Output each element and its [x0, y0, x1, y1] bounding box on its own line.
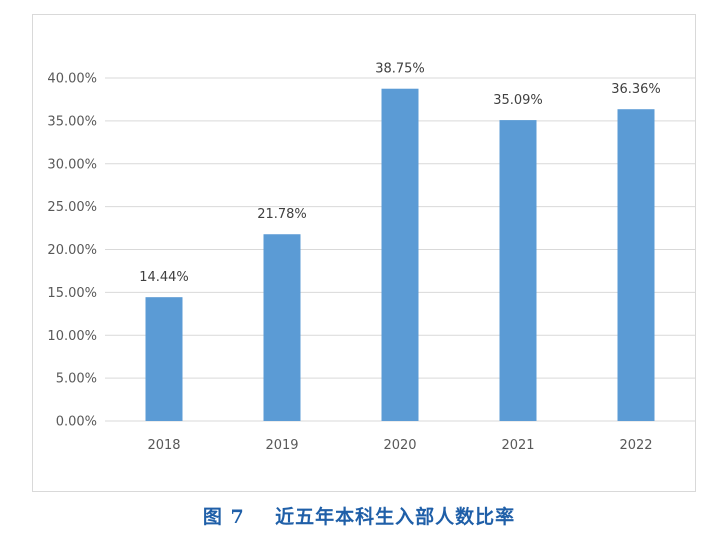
data-label-2019: 21.78% — [257, 207, 307, 222]
bar-2019 — [263, 234, 301, 421]
y-tick-label: 20.00% — [47, 243, 97, 258]
x-tick-label-2022: 2022 — [619, 438, 652, 453]
y-tick-label: 0.00% — [56, 415, 97, 430]
bar-2022 — [617, 109, 655, 421]
data-label-2021: 35.09% — [493, 93, 543, 108]
y-tick-label: 10.00% — [47, 329, 97, 344]
chart-frame: 0.00% 5.00% 10.00% 15.00% 20.00% 25.00% 30.00%… — [32, 14, 696, 492]
data-label-2022: 36.36% — [611, 82, 661, 97]
data-label-2018: 14.44% — [139, 270, 189, 285]
y-tick-label: 30.00% — [47, 157, 97, 172]
bar-2018 — [145, 297, 183, 421]
y-tick-label: 5.00% — [56, 372, 97, 387]
bar-2020 — [381, 88, 419, 421]
bar-2021 — [499, 120, 537, 422]
y-axis-tick-labels: 0.00% 5.00% 10.00% 15.00% 20.00% 25.00% 30.00%… — [47, 72, 97, 430]
figure-caption: 图 7 近五年本科生入部人数比率 — [202, 506, 516, 528]
x-tick-label-2019: 2019 — [265, 438, 298, 453]
data-labels: 14.44% 21.78% 38.75% 35.09% 36.36% — [139, 62, 661, 285]
y-tick-label: 25.00% — [47, 200, 97, 215]
y-tick-label: 15.00% — [47, 286, 97, 301]
data-label-2020: 38.75% — [375, 62, 425, 77]
bars — [145, 88, 655, 422]
x-tick-label-2018: 2018 — [147, 438, 180, 453]
y-tick-label: 40.00% — [47, 72, 97, 87]
x-tick-label-2020: 2020 — [383, 438, 416, 453]
x-tick-label-2021: 2021 — [501, 438, 534, 453]
y-tick-label: 35.00% — [47, 114, 97, 129]
x-axis-tick-labels: 2018 2019 2020 2021 2022 — [147, 438, 652, 453]
bar-chart: 0.00% 5.00% 10.00% 15.00% 20.00% 25.00% 30.00%… — [47, 62, 695, 453]
